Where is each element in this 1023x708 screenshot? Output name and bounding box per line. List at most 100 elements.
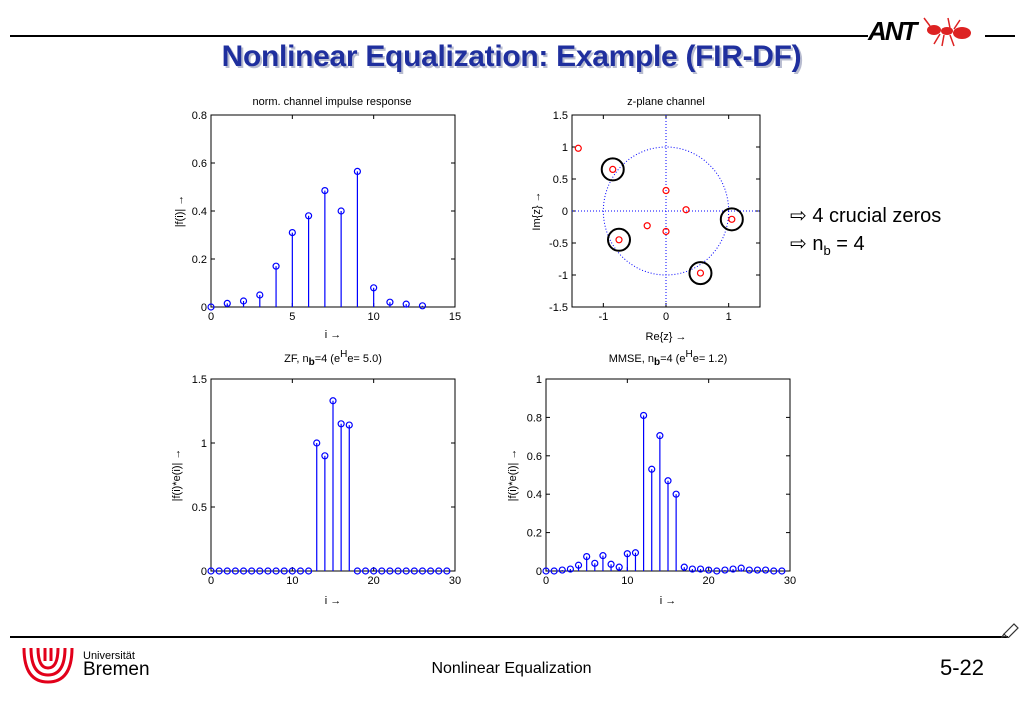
y-tick-label: -1 xyxy=(558,270,568,282)
stem-marker xyxy=(215,567,223,575)
footer-title: Nonlinear Equalization xyxy=(431,660,592,677)
stem-marker xyxy=(288,567,296,575)
stem-marker xyxy=(410,567,418,575)
stem-marker xyxy=(713,567,721,575)
stem-marker xyxy=(272,262,280,270)
y-axis-label: |f(i)*e(i)| → xyxy=(507,449,519,502)
y-tick-label: 0.5 xyxy=(553,174,568,186)
stem-marker xyxy=(566,565,575,573)
stem-marker xyxy=(770,567,778,575)
x-axis-label: Re{z} → xyxy=(646,331,687,343)
y-tick-label: 0 xyxy=(201,566,207,578)
stem-marker xyxy=(296,567,305,575)
crucial-zero-ring xyxy=(688,261,713,286)
stem-marker xyxy=(778,567,786,575)
stem-marker xyxy=(321,186,329,195)
ant-logo: ANT xyxy=(868,16,917,46)
x-tick-label: 10 xyxy=(368,311,380,323)
stem-marker xyxy=(264,567,272,575)
y-tick-label: 0 xyxy=(536,566,542,578)
stem-marker xyxy=(223,567,231,575)
stem-marker xyxy=(615,563,623,571)
bullet-crucial-zeros: ⇨ 4 crucial zeros xyxy=(790,205,942,227)
y-tick-label: 0 xyxy=(201,302,207,314)
stem-marker xyxy=(272,567,280,575)
y-tick-label: 0.8 xyxy=(192,110,207,122)
zero-marker xyxy=(728,215,736,223)
stem-marker xyxy=(321,452,329,460)
x-tick-label: 0 xyxy=(208,311,214,323)
stem-marker xyxy=(574,561,583,569)
x-axis-label: i → xyxy=(325,595,342,607)
stem-marker xyxy=(688,565,696,573)
y-tick-label: 1 xyxy=(536,374,542,386)
crucial-zero-ring xyxy=(607,227,631,252)
top-rule xyxy=(10,35,868,37)
y-tick-label: 0 xyxy=(562,206,568,218)
stem-marker xyxy=(591,559,599,567)
crucial-zero-ring xyxy=(719,207,744,232)
stem-marker xyxy=(337,207,345,215)
chart-title: ZF, nb=4 (eHe= 5.0) xyxy=(284,349,382,368)
stem-marker xyxy=(402,300,410,308)
stem-marker xyxy=(705,566,713,574)
y-tick-label: 0.4 xyxy=(527,489,542,501)
stem-marker xyxy=(207,567,215,575)
y-tick-label: 0.8 xyxy=(527,412,542,424)
plot-frame xyxy=(210,114,456,308)
stem-marker xyxy=(418,302,427,310)
zero-marker xyxy=(696,269,705,277)
axes: -1 0 1 -1.5 -1 -0.5 0 0.5 1 1.5 xyxy=(549,110,760,323)
y-tick-label: 0.2 xyxy=(192,254,207,266)
stem-marker xyxy=(231,567,240,575)
y-tick-label: -1.5 xyxy=(549,302,568,314)
stem-marker xyxy=(345,421,353,429)
stem-marker xyxy=(313,439,321,447)
stem-marker xyxy=(542,567,550,575)
page-title: Nonlinear Equalization: Example (FIR-DF) xyxy=(221,40,802,73)
stem-marker xyxy=(550,567,558,575)
stem-marker xyxy=(207,303,215,311)
bottom-rule xyxy=(10,636,1008,638)
impulse-response-chart: norm. channel impulse response 0 5 10 15 0 0.… xyxy=(174,96,461,341)
x-tick-label: 20 xyxy=(368,575,380,587)
stem-marker xyxy=(631,549,640,557)
axes: 0 10 20 30 0 0.5 1 1.5 xyxy=(192,374,461,587)
zero-marker xyxy=(662,227,670,236)
pencil-icon xyxy=(1001,623,1019,638)
stem-marker xyxy=(443,567,451,575)
stem-marker xyxy=(664,477,672,485)
y-tick-label: 0.6 xyxy=(527,451,542,463)
stem-marker xyxy=(745,566,753,574)
zero-marker xyxy=(662,186,670,195)
stem-marker xyxy=(607,560,615,568)
x-axis-label: i → xyxy=(325,329,342,341)
university-name: Bremen xyxy=(83,659,150,680)
x-tick-label: -1 xyxy=(598,311,608,323)
x-tick-label: 10 xyxy=(621,575,633,587)
stem-marker xyxy=(737,564,745,572)
chart-title: MMSE, nb=4 (eHe= 1.2) xyxy=(609,349,728,368)
stem-marker xyxy=(256,291,264,299)
stem-marker xyxy=(762,566,770,574)
arrow-icon: ⇨ xyxy=(790,205,807,227)
bullet-nb: ⇨ nb = 4 xyxy=(790,233,865,258)
stem-marker xyxy=(370,567,378,575)
stem-marker xyxy=(427,567,435,575)
ant-icon xyxy=(923,17,971,47)
stem-marker xyxy=(640,411,648,420)
stem-marker xyxy=(696,565,705,573)
stem-marker xyxy=(648,465,656,473)
x-tick-label: 0 xyxy=(208,575,214,587)
stem-marker xyxy=(672,490,680,498)
x-tick-label: 30 xyxy=(449,575,461,587)
mmse-chart: MMSE, nb=4 (eHe= 1.2) 0 10 20 3000.20.40.60… xyxy=(507,349,796,607)
stem-marker xyxy=(288,229,296,237)
stem-marker xyxy=(353,567,361,575)
stem-marker xyxy=(248,567,256,575)
unit-circle xyxy=(602,146,730,276)
y-tick-label: 0.6 xyxy=(192,158,207,170)
stem-marker xyxy=(402,567,410,575)
university-word: Universität xyxy=(83,650,135,662)
zero-marker xyxy=(615,236,623,244)
